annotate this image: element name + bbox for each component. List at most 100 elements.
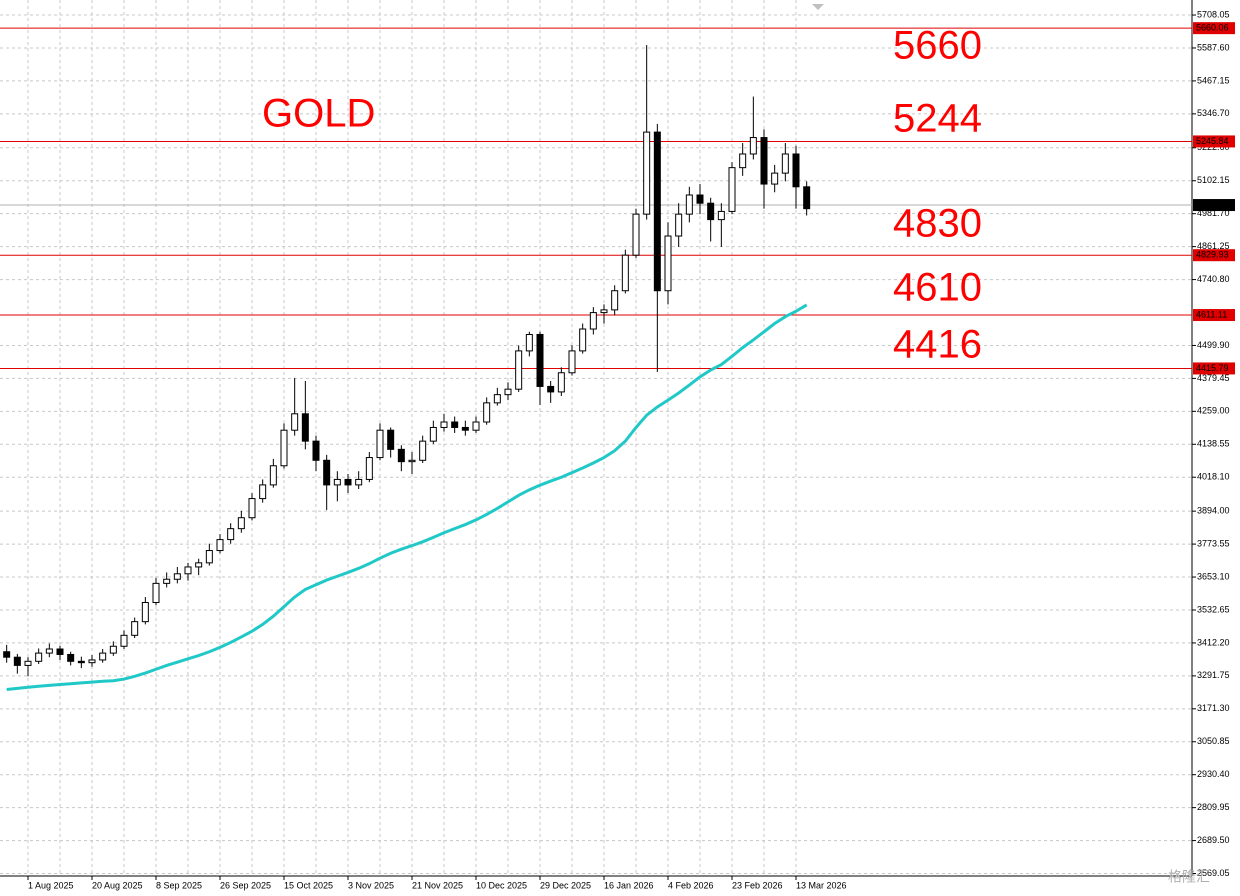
candle-body <box>280 429 288 467</box>
candle-body <box>45 648 53 654</box>
y-tick-label: 4138.55 <box>1197 439 1230 449</box>
scroll-marker <box>812 4 824 10</box>
candle-body <box>781 153 789 174</box>
x-tick-label: 13 Mar 2026 <box>796 880 847 890</box>
x-tick-label: 10 Dec 2025 <box>476 880 527 890</box>
candle-body <box>525 333 533 352</box>
level-label-bg <box>1193 135 1235 148</box>
level-label-bg <box>1193 249 1235 262</box>
candle-body <box>184 566 192 575</box>
candle-body <box>237 517 245 530</box>
y-tick-label: 3653.10 <box>1197 571 1230 581</box>
candle-body <box>397 448 405 463</box>
candle-body <box>195 562 203 568</box>
level-label-bg <box>1193 309 1235 322</box>
y-tick-label: 2569.05 <box>1197 868 1230 878</box>
level-label: 4829.93 <box>1196 250 1229 260</box>
candle-body <box>419 440 427 461</box>
x-tick-label: 29 Dec 2025 <box>540 880 591 890</box>
candle-body <box>621 254 629 292</box>
candle-body <box>632 213 640 256</box>
candle-body <box>109 645 117 654</box>
y-tick-label: 2689.50 <box>1197 835 1230 845</box>
candle-body <box>312 440 320 461</box>
candle-body <box>56 648 64 655</box>
candle-body <box>67 653 75 662</box>
current-price-label: 5013.27 <box>1196 199 1229 209</box>
x-tick-label: 20 Aug 2025 <box>92 880 143 890</box>
x-tick-label: 16 Jan 2026 <box>604 880 654 890</box>
candle-body <box>131 621 139 636</box>
candle-body <box>685 194 693 215</box>
candle-body <box>3 651 11 658</box>
x-tick-label: 1 Aug 2025 <box>28 880 74 890</box>
y-tick-label: 3171.30 <box>1197 703 1230 713</box>
candle-body <box>493 394 501 404</box>
level-annotation: 4830 <box>893 202 982 246</box>
y-tick-label: 3532.65 <box>1197 604 1230 614</box>
y-tick-label: 2930.40 <box>1197 769 1230 779</box>
y-tick-label: 4379.45 <box>1197 373 1230 383</box>
y-tick-label: 4499.90 <box>1197 340 1230 350</box>
candle-body <box>760 137 768 185</box>
candle-body <box>792 153 800 188</box>
candle-body <box>429 426 437 442</box>
y-tick-label: 5102.15 <box>1197 175 1230 185</box>
candle-body <box>205 550 213 564</box>
candle-body <box>323 459 331 486</box>
level-annotation: 5244 <box>893 97 982 141</box>
candle-body <box>675 213 683 237</box>
candle-body <box>77 660 85 664</box>
candle-body <box>515 350 523 390</box>
candle-body <box>739 153 747 169</box>
candle-body <box>611 290 619 311</box>
level-annotation: 5660 <box>893 24 982 68</box>
x-tick-label: 4 Feb 2026 <box>668 880 714 890</box>
watermark: 格隆汇 <box>1168 869 1210 885</box>
y-tick-label: 4018.10 <box>1197 472 1230 482</box>
level-label-bg <box>1193 22 1235 35</box>
candle-body <box>291 413 299 431</box>
candle-body <box>653 131 661 292</box>
moving-average <box>6 303 808 691</box>
candle-body <box>269 465 277 486</box>
candle-body <box>589 312 597 330</box>
y-tick-label: 4259.00 <box>1197 406 1230 416</box>
y-tick-label: 5708.05 <box>1197 9 1230 19</box>
candle-body <box>483 402 491 423</box>
y-tick-label: 4981.70 <box>1197 208 1230 218</box>
candle-body <box>376 429 384 459</box>
level-label: 5245.84 <box>1196 136 1229 146</box>
x-tick-label: 21 Nov 2025 <box>412 880 463 890</box>
y-tick-label: 5587.60 <box>1197 42 1230 52</box>
y-tick-label: 3291.75 <box>1197 670 1230 680</box>
level-label: 4415.79 <box>1196 363 1229 373</box>
candle-body <box>227 528 235 541</box>
candle-body <box>259 484 267 500</box>
candle-body <box>440 421 448 428</box>
candle-body <box>461 426 469 431</box>
y-tick-label: 3050.85 <box>1197 736 1230 746</box>
candle-body <box>301 413 309 442</box>
candle-body <box>707 202 715 221</box>
candle-body <box>749 137 757 155</box>
x-tick-label: 8 Sep 2025 <box>156 880 202 890</box>
candle-body <box>600 309 608 314</box>
candle-body <box>355 478 363 486</box>
x-tick-label: 3 Nov 2025 <box>348 880 394 890</box>
candle-body <box>24 660 32 666</box>
candle-body <box>408 459 416 463</box>
candle-body <box>344 478 352 486</box>
candle-body <box>771 172 779 185</box>
candle-body <box>387 429 395 450</box>
level-label: 5660.06 <box>1196 23 1229 33</box>
candle-body <box>35 652 43 662</box>
y-tick-label: 3894.00 <box>1197 506 1230 516</box>
y-tick-label: 2809.95 <box>1197 802 1230 812</box>
candle-body <box>248 498 256 519</box>
candle-body <box>536 333 544 387</box>
current-price-bg <box>1193 199 1235 212</box>
candle-body <box>173 573 181 580</box>
level-label-bg <box>1193 362 1235 375</box>
y-tick-label: 3412.20 <box>1197 637 1230 647</box>
